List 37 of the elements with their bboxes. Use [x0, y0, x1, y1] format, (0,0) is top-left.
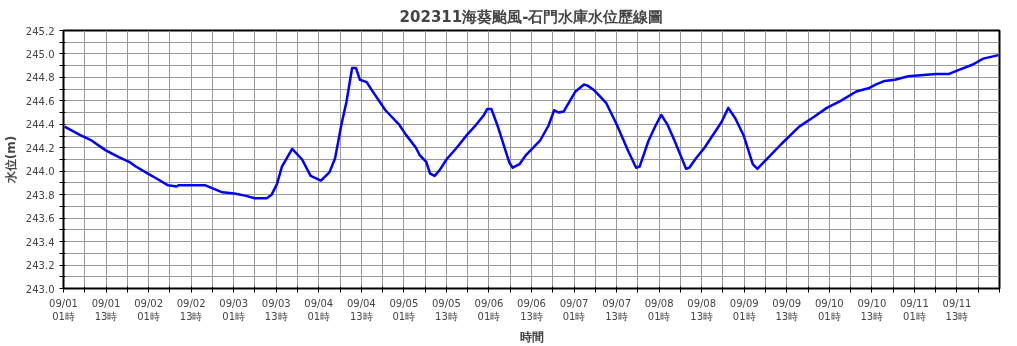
x-tick-label: 09/07 13時	[602, 297, 632, 322]
y-tick-label: 244.8	[25, 72, 55, 84]
x-tick-label: 09/10 13時	[857, 297, 887, 322]
x-tick-label: 09/10 01時	[814, 297, 844, 322]
x-tick-label: 09/08 13時	[687, 297, 717, 322]
x-tick-label: 09/04 01時	[304, 297, 334, 322]
y-tick-label: 243.2	[25, 260, 55, 272]
y-tick-label: 245.0	[25, 48, 55, 60]
y-tick-label: 243.8	[25, 189, 55, 201]
x-tick-label: 09/03 13時	[261, 297, 291, 322]
x-tick-label: 09/07 01時	[559, 297, 589, 322]
y-tick-label: 243.0	[25, 283, 55, 295]
chart-title: 202311海葵颱風-石門水庫水位歷線圖	[399, 7, 664, 26]
y-tick-label: 244.0	[25, 166, 55, 178]
x-tick-label: 09/09 01時	[729, 297, 759, 322]
x-tick-label: 09/01 01時	[49, 297, 78, 322]
x-tick-label: 09/03 01時	[219, 297, 249, 322]
y-axis-title: 水位(m)	[3, 135, 18, 185]
x-tick-label: 09/05 13時	[432, 297, 461, 322]
x-tick-label: 09/05 01時	[389, 297, 419, 322]
x-tick-label: 09/06 13時	[517, 297, 546, 322]
x-tick-label: 09/06 01時	[474, 297, 504, 322]
y-tick-label: 244.2	[25, 142, 55, 154]
x-tick-label: 09/11 13時	[942, 297, 972, 322]
y-tick-label: 244.4	[25, 119, 55, 131]
y-tick-label: 245.2	[25, 25, 55, 37]
x-tick-label: 09/08 01時	[644, 297, 674, 322]
y-tick-label: 243.6	[25, 213, 55, 225]
x-tick-label: 09/02 01時	[134, 297, 164, 322]
x-tick-label: 09/01 13時	[91, 297, 121, 322]
y-tick-label: 244.6	[25, 95, 55, 107]
x-axis-title: 時間	[519, 329, 544, 344]
x-tick-label: 09/11 01時	[900, 297, 929, 322]
y-tick-label: 243.4	[25, 236, 55, 248]
x-tick-label: 09/04 13時	[346, 297, 376, 322]
x-tick-label: 09/09 13時	[772, 297, 802, 322]
x-tick-label: 09/02 13時	[176, 297, 206, 322]
